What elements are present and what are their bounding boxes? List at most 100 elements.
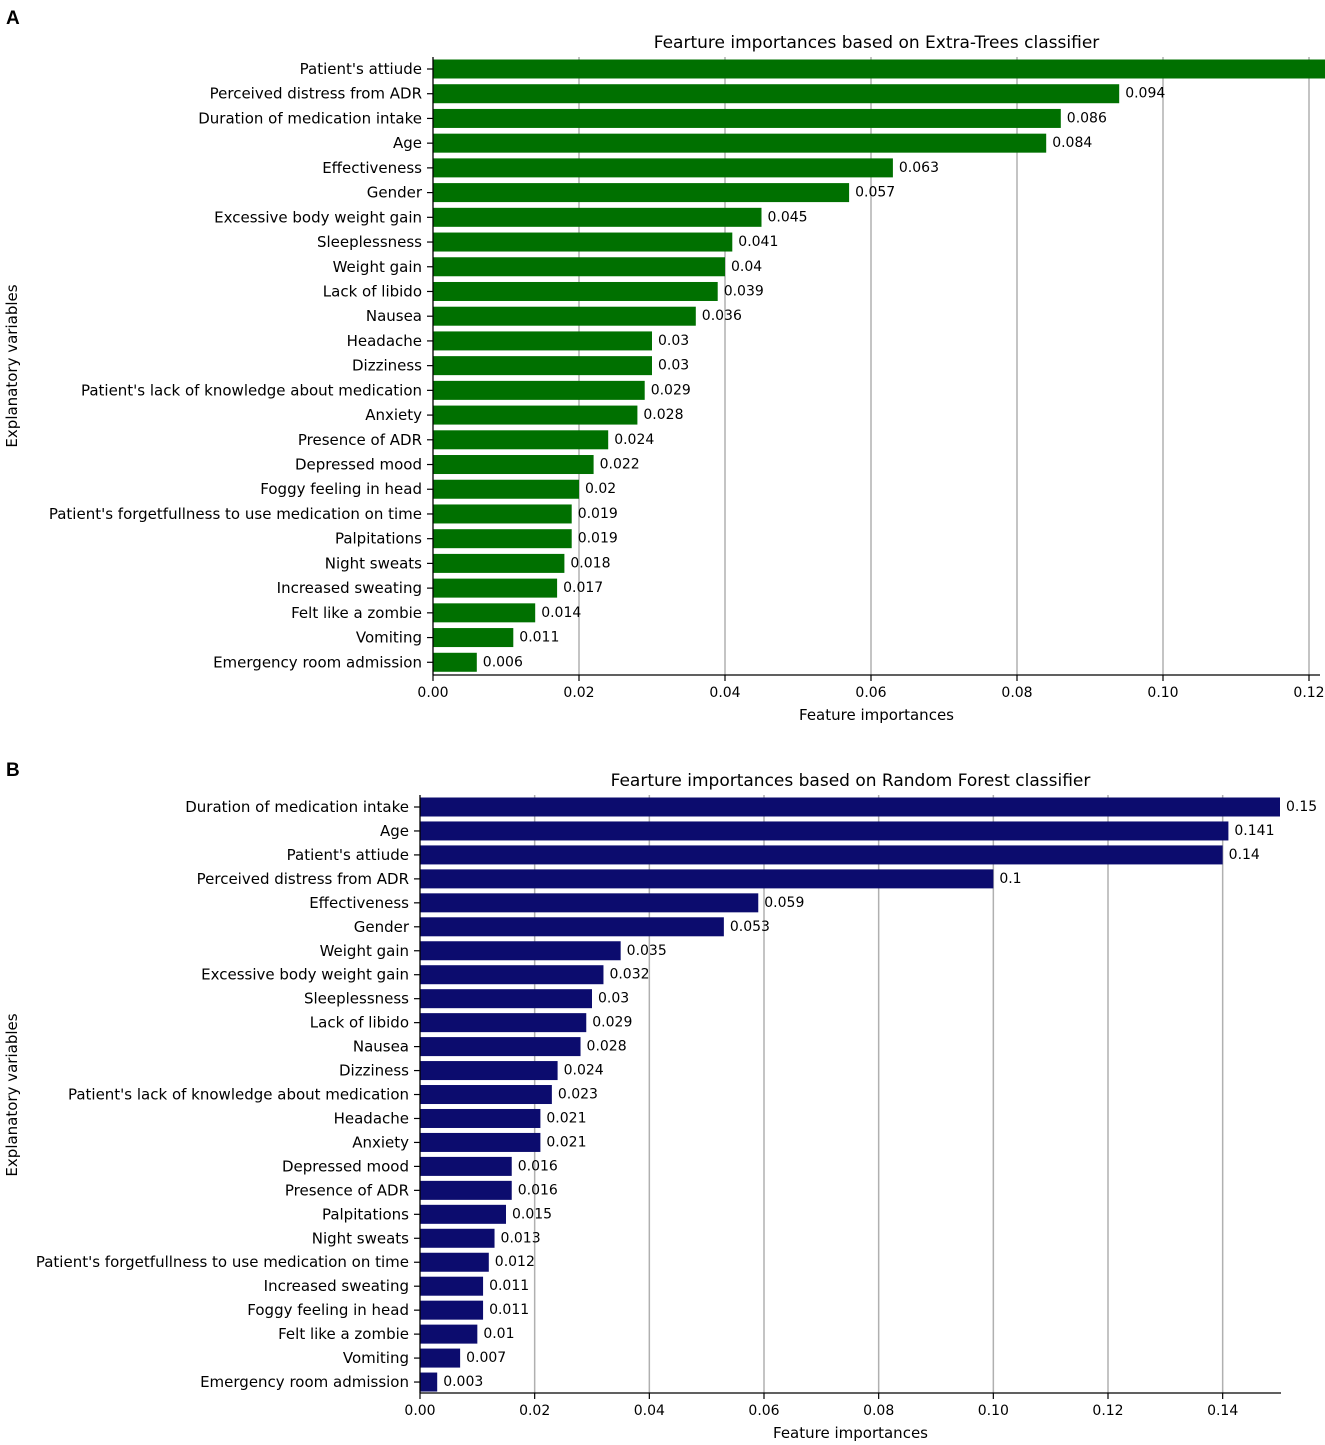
bar [433, 84, 1120, 104]
bar-value-label: 0.015 [512, 1206, 552, 1222]
y-tick-label: Palpitations [322, 1205, 409, 1223]
panel-label: A [6, 8, 20, 29]
bar-value-label: 0.018 [570, 555, 610, 571]
bar-value-label: 0.011 [489, 1278, 529, 1294]
bar-value-label: 0.003 [443, 1374, 483, 1390]
y-tick-label: Depressed mood [295, 456, 422, 474]
bar [420, 1348, 461, 1368]
y-tick-label: Age [393, 134, 422, 152]
y-tick-label: Depressed mood [282, 1157, 409, 1175]
bar [420, 989, 592, 1009]
bar [433, 158, 893, 178]
x-tick-label: 0.04 [634, 1403, 665, 1419]
bar-value-label: 0.035 [627, 943, 667, 959]
chart-title: Fearture importances based on Random For… [611, 771, 1091, 791]
bar [433, 455, 594, 475]
bar [420, 965, 604, 985]
y-tick-label: Vomiting [356, 629, 422, 647]
panel-label: B [6, 760, 20, 781]
bar [433, 232, 733, 252]
y-tick-label: Nausea [366, 307, 422, 325]
bar [420, 869, 994, 889]
bar [420, 1180, 512, 1200]
bar-value-label: 0.011 [489, 1302, 529, 1318]
y-tick-label: Dizziness [339, 1062, 409, 1080]
bar [433, 59, 1325, 79]
bar-value-label: 0.016 [518, 1182, 558, 1198]
bar [420, 845, 1223, 865]
bar-value-label: 0.036 [702, 308, 742, 324]
y-tick-label: Patient's forgetfullness to use medicati… [36, 1253, 409, 1271]
y-tick-label: Gender [354, 918, 410, 936]
y-tick-label: Night sweats [312, 1229, 409, 1247]
bar [433, 207, 762, 227]
y-tick-label: Anxiety [352, 1133, 409, 1151]
bar-value-label: 0.011 [519, 630, 559, 646]
x-tick-label: 0.08 [1001, 685, 1032, 701]
x-tick-label: 0.02 [519, 1403, 550, 1419]
bar-value-label: 0.03 [598, 991, 629, 1007]
y-tick-label: Emergency room admission [200, 1373, 409, 1391]
bar [433, 529, 572, 549]
chart-title: Fearture importances based on Extra-Tree… [654, 33, 1100, 53]
bar [433, 108, 1061, 128]
bar-value-label: 0.013 [501, 1230, 541, 1246]
bar [420, 941, 621, 961]
x-tick-label: 0.08 [863, 1403, 894, 1419]
bar [433, 628, 514, 648]
bar [433, 356, 652, 376]
y-tick-label: Patient's attiude [287, 846, 409, 864]
y-tick-label: Presence of ADR [298, 431, 422, 449]
bar-value-label: 0.041 [738, 234, 778, 250]
bar-value-label: 0.1 [999, 871, 1021, 887]
panel-b: B Fearture importances based on Random Fo… [3, 760, 1317, 1442]
bar [420, 1013, 587, 1033]
x-tick-label: 0.02 [563, 685, 594, 701]
bar [420, 893, 759, 913]
x-tick-label: 0.14 [1207, 1403, 1238, 1419]
bar [420, 1276, 484, 1296]
bar [433, 183, 850, 203]
y-tick-label: Duration of medication intake [198, 109, 422, 127]
bar [420, 1156, 512, 1176]
x-tick-label: 0.06 [855, 685, 886, 701]
bar-value-label: 0.007 [466, 1350, 506, 1366]
bar [420, 1324, 478, 1344]
bar [420, 1228, 495, 1248]
y-tick-label: Increased sweating [264, 1277, 409, 1295]
y-tick-label: Anxiety [365, 406, 422, 424]
y-tick-label: Foggy feeling in head [247, 1301, 409, 1319]
y-tick-label: Night sweats [325, 554, 422, 572]
bar-value-label: 0.02 [585, 481, 616, 497]
bar [420, 1037, 581, 1057]
x-tick-label: 0.10 [978, 1403, 1009, 1419]
bar-value-label: 0.024 [614, 432, 654, 448]
y-tick-label: Excessive body weight gain [214, 208, 422, 226]
x-tick-label: 0.12 [1293, 685, 1324, 701]
bar [433, 430, 609, 450]
y-tick-label: Presence of ADR [285, 1181, 409, 1199]
y-tick-label: Lack of libido [323, 282, 422, 300]
y-tick-label: Sleeplessness [317, 233, 422, 251]
y-tick-label: Patient's attiude [300, 60, 422, 78]
x-axis-label: Feature importances [773, 1424, 928, 1442]
bar [433, 331, 652, 351]
y-tick-label: Patient's lack of knowledge about medica… [81, 381, 422, 399]
y-tick-label: Headache [334, 1109, 409, 1127]
bar-value-label: 0.019 [578, 506, 618, 522]
bar [433, 133, 1047, 153]
y-tick-label: Palpitations [335, 530, 422, 548]
y-tick-label: Gender [367, 184, 423, 202]
bar [433, 281, 718, 301]
y-tick-label: Vomiting [343, 1349, 409, 1367]
bar [420, 1108, 541, 1128]
y-tick-label: Weight gain [320, 942, 409, 960]
y-axis-label: Explanatory variables [3, 1013, 21, 1176]
bar-value-label: 0.03 [658, 333, 689, 349]
y-tick-label: Weight gain [333, 258, 422, 276]
bar [433, 578, 558, 598]
bar [433, 306, 696, 326]
bar-value-label: 0.15 [1286, 799, 1317, 815]
y-tick-label: Dizziness [352, 357, 422, 375]
bar-value-label: 0.14 [1229, 847, 1260, 863]
